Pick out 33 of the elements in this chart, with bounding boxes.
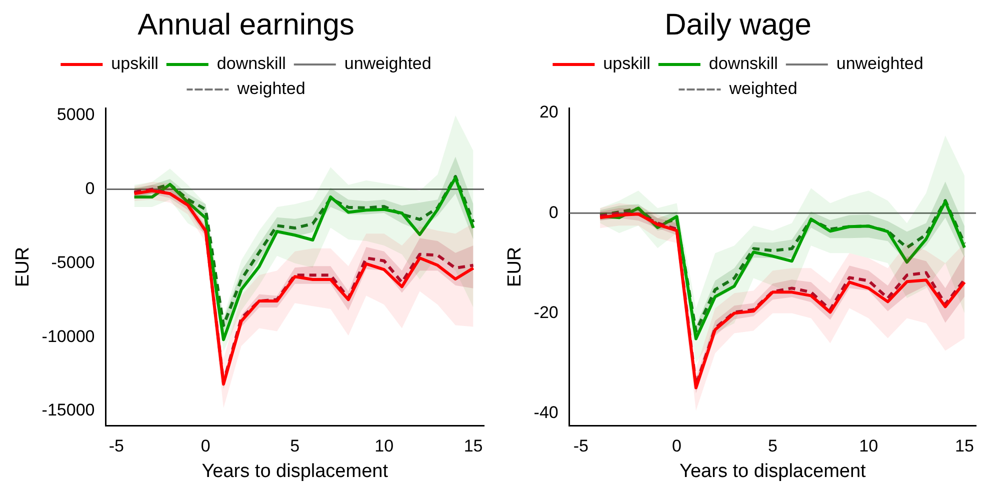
legend-label: downskill [708,54,778,74]
x-tick-label: -5 [573,436,588,456]
text: weighted [728,79,798,98]
x-axis-title: Years to displacement [680,460,867,482]
y-tick-label: 5000 [56,105,95,124]
x-tick-label: 0 [200,436,210,456]
y-axis-title: EUR [504,246,526,287]
y-tick-label: -20 [534,302,558,322]
text: unweighted [836,54,924,74]
y-axis-title: EUR [12,246,34,287]
y-tick-label: 0 [85,178,95,198]
y-tick-label: -40 [534,402,558,422]
y-tick-label: -10000 [42,326,95,346]
x-tick-label: 15 [464,436,483,456]
y-tick-label: -15000 [42,400,95,420]
y-tick-label: 0 [548,202,558,222]
chart-title: Annual earnings [138,8,354,42]
y-tick-label: -5000 [51,252,95,272]
legend-label: upskill [111,54,158,74]
x-tick-label: 15 [955,436,974,456]
legend-label: upskill [603,54,650,74]
x-tick-label: 5 [290,436,300,456]
x-tick-label: 0 [672,436,682,456]
legend-label: downskill [216,54,286,74]
x-tick-label: 10 [374,436,394,456]
x-tick-label: -5 [108,436,124,456]
x-tick-label: 5 [768,436,778,456]
chart-title: Daily wage [664,8,812,42]
text: weighted [236,79,306,98]
y-tick-label: 20 [539,102,558,122]
x-tick-label: 10 [859,436,878,456]
text: unweighted [344,54,432,74]
x-axis-title: Years to displacement [202,460,389,482]
